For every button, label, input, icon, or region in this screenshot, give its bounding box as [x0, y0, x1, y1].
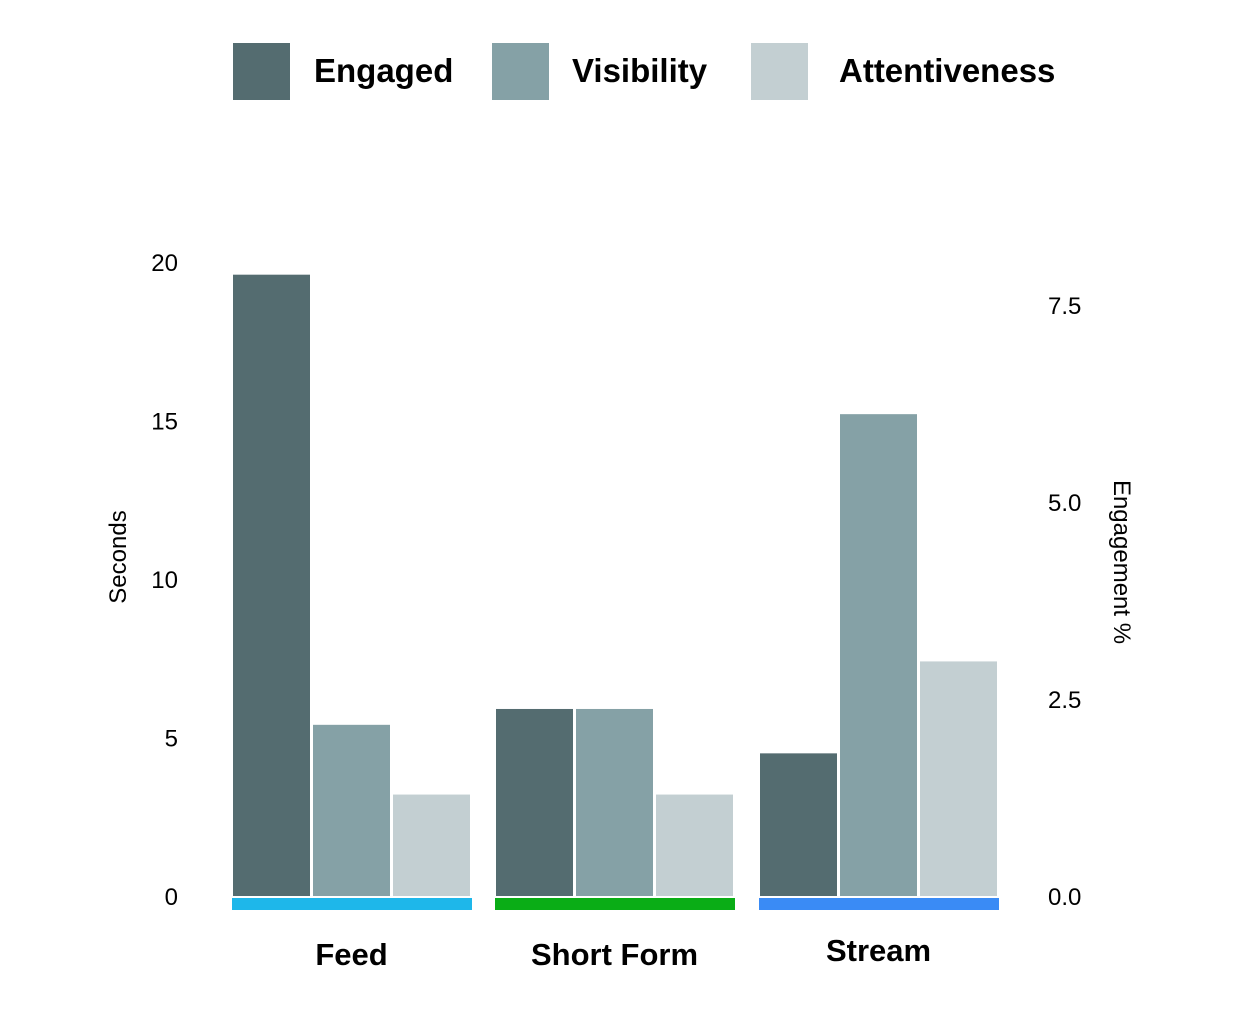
bar-feed-attentiveness	[393, 794, 470, 896]
right-tick-label: 0.0	[1048, 884, 1081, 911]
left-axis-ticks: 0 5 10 15 20	[151, 250, 178, 911]
legend-label-engaged: Engaged	[314, 52, 453, 89]
bar-stream-visibility	[840, 414, 917, 896]
right-axis-ticks: 0.0 2.5 5.0 7.5	[1048, 293, 1081, 911]
left-tick-label: 5	[165, 726, 178, 753]
category-label-feed: Feed	[315, 937, 387, 972]
bar-short-form-engaged	[496, 708, 573, 896]
right-tick-label: 5.0	[1048, 490, 1081, 517]
left-axis-title: Seconds	[105, 510, 132, 603]
right-tick-label: 7.5	[1048, 293, 1081, 320]
bar-feed-engaged	[233, 274, 310, 896]
right-tick-label: 2.5	[1048, 687, 1081, 714]
bar-short-form-visibility	[576, 708, 653, 896]
category-band-stream	[759, 898, 999, 910]
legend-swatch-attentiveness	[751, 43, 808, 100]
legend-label-attentiveness: Attentiveness	[839, 52, 1055, 89]
bar-stream-attentiveness	[920, 661, 997, 896]
left-tick-label: 10	[151, 567, 178, 594]
legend: Engaged Visibility Attentiveness	[233, 43, 1055, 100]
left-tick-label: 20	[151, 250, 178, 277]
bars	[233, 274, 997, 896]
category-labels: Feed Short Form Stream	[315, 933, 931, 972]
right-axis-title: Engagement %	[1108, 480, 1135, 644]
legend-label-visibility: Visibility	[572, 52, 708, 89]
category-label-short-form: Short Form	[531, 937, 698, 972]
category-bands	[232, 898, 999, 910]
left-tick-label: 0	[165, 884, 178, 911]
legend-swatch-engaged	[233, 43, 290, 100]
bar-feed-visibility	[313, 724, 390, 896]
category-label-stream: Stream	[826, 933, 931, 968]
left-tick-label: 15	[151, 409, 178, 436]
category-band-feed	[232, 898, 472, 910]
bar-stream-engaged	[760, 753, 837, 896]
legend-swatch-visibility	[492, 43, 549, 100]
category-band-short-form	[495, 898, 735, 910]
bar-short-form-attentiveness	[656, 794, 733, 896]
